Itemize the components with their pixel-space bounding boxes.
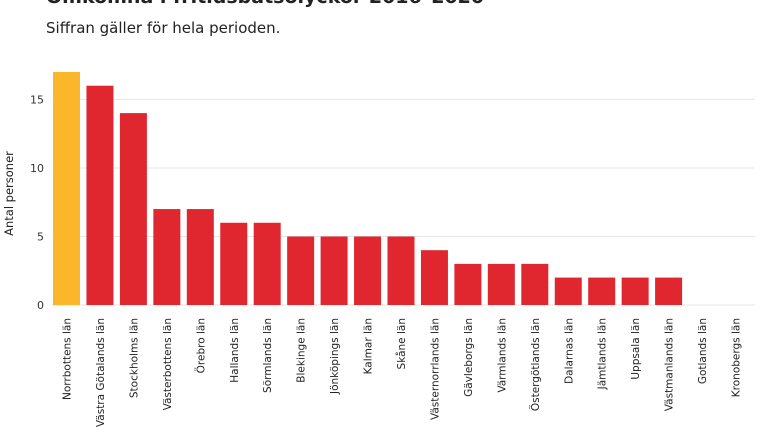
x-tick-label: Kalmar län [363, 318, 375, 374]
y-tick-labels: 0 5 10 15 [30, 93, 44, 312]
bar [487, 263, 515, 305]
bar [621, 277, 649, 305]
bar [53, 72, 80, 305]
bar [354, 236, 382, 305]
x-tick-label: Norrbottens län [62, 318, 74, 400]
y-tick-label: 15 [30, 93, 44, 106]
bar [220, 222, 248, 305]
bar [554, 277, 582, 305]
bar [287, 236, 315, 305]
x-tick-label: Stockholms län [128, 318, 140, 398]
chart-subtitle: Siffran gäller för hela perioden. [46, 19, 281, 37]
bar [588, 277, 616, 305]
x-tick-label: Sörmlands län [262, 318, 274, 393]
bar [186, 209, 214, 305]
x-tick-label: Östergötlands län [529, 318, 542, 411]
x-tick-label: Blekinge län [296, 318, 308, 383]
x-tick-label: Örebro län [194, 318, 207, 373]
x-tick-label: Gävleborgs län [463, 318, 475, 397]
x-tick-label: Gotlands län [697, 318, 709, 384]
x-tick-label: Västra Götalands län [95, 318, 107, 427]
x-tick-labels: Norrbottens län Västra Götalands län Stock… [62, 318, 743, 427]
x-tick-label: Jönköpings län [329, 318, 341, 395]
bar [320, 236, 348, 305]
bar [153, 209, 181, 305]
x-tick-label: Hallands län [229, 318, 241, 383]
bar [521, 263, 549, 305]
chart-title: Omkomna i fritidsbåtsolyckor 2016–2020 [46, 0, 484, 8]
x-tick-label: Västernorrlands län [429, 318, 441, 420]
y-tick-label: 0 [37, 299, 44, 312]
x-tick-label: Jämtlands län [597, 318, 609, 390]
bars [53, 72, 683, 306]
bar [86, 85, 114, 306]
bar [454, 263, 482, 305]
x-tick-label: Västmanlands län [664, 318, 676, 411]
y-tick-label: 5 [37, 230, 44, 243]
x-tick-label: Dalarnas län [563, 318, 575, 384]
bar [420, 250, 448, 305]
bar [253, 222, 281, 305]
x-tick-label: Uppsala län [630, 318, 642, 380]
bar [655, 277, 683, 305]
x-tick-label: Värmlands län [496, 318, 508, 393]
bar [387, 236, 415, 305]
y-tick-label: 10 [30, 162, 44, 175]
y-axis-label: Antal personer [2, 151, 16, 236]
bar [119, 113, 147, 305]
x-tick-label: Kronobergs län [731, 318, 743, 397]
x-tick-label: Västerbottens län [162, 318, 174, 410]
x-tick-label: Skåne län [395, 318, 408, 369]
